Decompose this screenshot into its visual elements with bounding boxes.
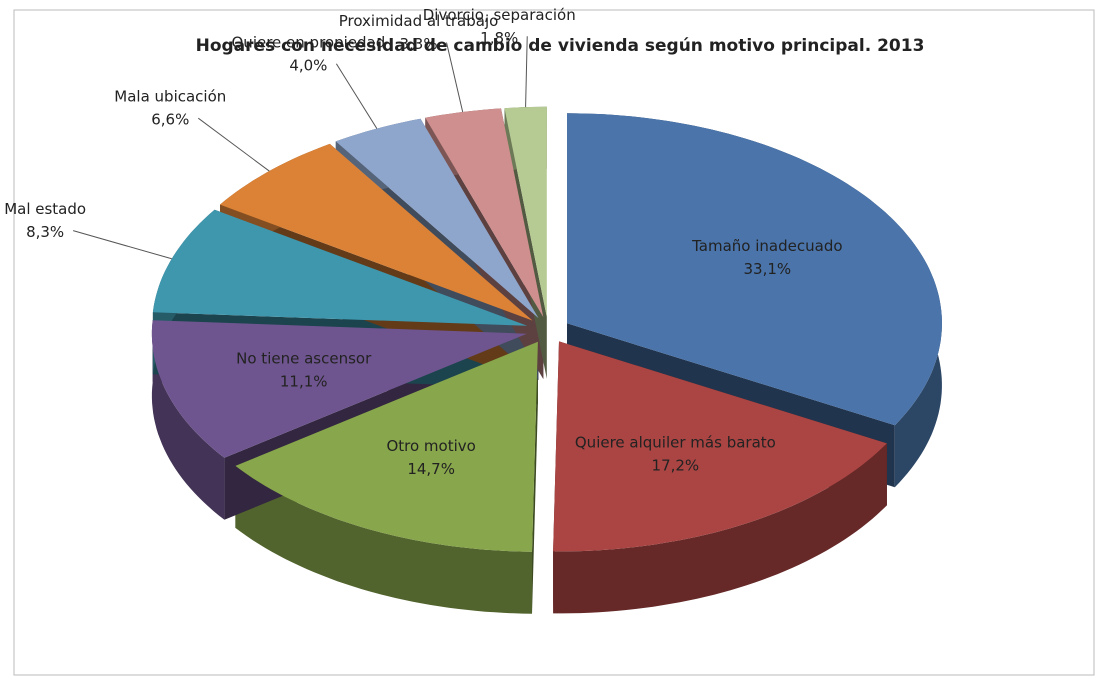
slice <box>567 113 942 426</box>
slice-label: Proximidad al trabajo <box>339 12 499 30</box>
slice-label: No tiene ascensor <box>236 350 372 368</box>
slice-side <box>553 443 887 614</box>
slice-side <box>151 320 225 520</box>
slice-value: 6,6% <box>151 111 189 129</box>
slice-label: Mal estado <box>4 200 86 218</box>
chart-title: Hogares con necesidad de cambio de vivie… <box>196 36 925 56</box>
slice-value: 3,3% <box>399 35 437 53</box>
leader-line <box>73 230 172 260</box>
slice-label: Tamaño inadecuado <box>691 237 842 255</box>
slice-value: 1,8% <box>480 29 518 47</box>
slice-label: Otro motivo <box>386 437 475 455</box>
slice <box>553 341 887 552</box>
slice <box>220 143 533 321</box>
slice <box>152 209 528 326</box>
slice-value: 14,7% <box>407 460 455 478</box>
slice <box>151 320 527 458</box>
slice-value: 4,0% <box>289 56 327 74</box>
slice <box>235 341 538 552</box>
slice-label: Quiere en propiedad <box>232 33 386 51</box>
leader-line <box>525 36 528 108</box>
labels: Tamaño inadecuado 33,1% Quiere alquiler má… <box>4 6 842 478</box>
leader-line <box>197 117 270 172</box>
slice <box>425 108 544 318</box>
slice <box>504 106 547 317</box>
slice-side <box>235 465 532 614</box>
slice-value: 8,3% <box>26 223 64 241</box>
leader-line <box>335 63 378 129</box>
slice <box>335 118 539 319</box>
slice-label: Divorcio, separación <box>423 6 576 24</box>
leader-line <box>446 42 464 113</box>
slice-label: Quiere alquiler más barato <box>575 434 776 452</box>
slice-label: Mala ubicación <box>114 88 226 106</box>
slice-value: 11,1% <box>280 373 328 391</box>
slice-value: 17,2% <box>652 457 700 475</box>
slice-tops <box>151 106 942 552</box>
slice-edge <box>532 341 538 614</box>
slice-value: 33,1% <box>744 260 792 278</box>
